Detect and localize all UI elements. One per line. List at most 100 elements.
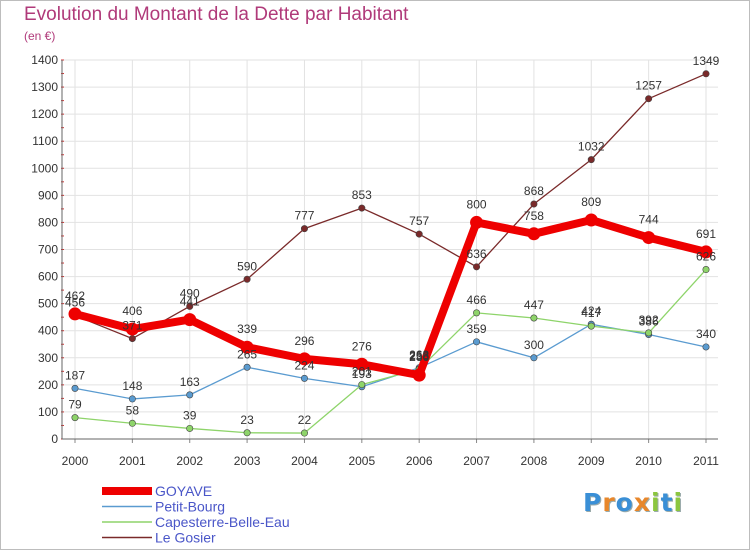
data-label-goyave: 339 (237, 322, 257, 336)
point-le-gosier (186, 302, 194, 310)
logo-letter: r (602, 488, 616, 517)
x-tick-label: 2007 (463, 454, 490, 468)
point-le-gosier (702, 70, 710, 78)
point-capesterre-belle-eau (473, 309, 481, 317)
point-capesterre-belle-eau (702, 266, 710, 274)
y-tick-label: 500 (38, 297, 58, 311)
point-capesterre-belle-eau (645, 329, 653, 337)
axes: 0 100 200 300 400 500 600 700 800 900 1000 1100 1200… (31, 53, 719, 468)
data-label-goyave: 462 (65, 289, 85, 303)
data-label-petit-bourg: 263 (409, 348, 429, 362)
data-label-petit-bourg: 386 (639, 315, 659, 329)
data-label-goyave: 691 (696, 227, 716, 241)
point-capesterre-belle-eau (243, 429, 251, 437)
data-label-capesterre-belle-eau: 58 (126, 403, 140, 417)
point-capesterre-belle-eau (71, 414, 79, 422)
data-label-goyave: 809 (581, 195, 601, 209)
logo-letter: o (615, 488, 634, 517)
point-capesterre-belle-eau (186, 424, 194, 432)
point-capesterre-belle-eau (300, 429, 308, 437)
point-le-gosier (415, 230, 423, 238)
data-label-capesterre-belle-eau: 258 (409, 349, 429, 363)
data-label-capesterre-belle-eau: 22 (298, 413, 312, 427)
y-tick-label: 1200 (31, 107, 58, 121)
point-le-gosier (587, 156, 595, 164)
logo-letter: i (651, 488, 661, 517)
y-tick-label: 100 (38, 405, 58, 419)
point-petit-bourg (128, 395, 136, 403)
data-label-le-gosier: 777 (294, 209, 314, 223)
point-capesterre-belle-eau (530, 314, 538, 322)
data-label-capesterre-belle-eau: 39 (183, 408, 197, 422)
data-label-capesterre-belle-eau: 392 (639, 313, 659, 327)
x-tick-label: 2005 (348, 454, 375, 468)
point-le-gosier (128, 335, 136, 343)
data-label-goyave: 441 (180, 295, 200, 309)
point-petit-bourg (71, 384, 79, 392)
point-petit-bourg (186, 391, 194, 399)
y-tick-label: 1400 (31, 53, 58, 67)
point-goyave (355, 357, 369, 371)
x-tick-label: 2003 (234, 454, 261, 468)
chart-title: Evolution du Montant de la Dette par Hab… (24, 4, 409, 25)
point-le-gosier (300, 225, 308, 233)
point-goyave (699, 245, 713, 259)
point-goyave (642, 231, 656, 245)
point-le-gosier (645, 95, 653, 103)
point-le-gosier (530, 200, 538, 208)
y-tick-label: 600 (38, 270, 58, 284)
point-goyave (470, 215, 484, 229)
data-label-le-gosier: 1032 (578, 140, 605, 154)
legend: GOYAVEPetit-BourgCapesterre-Belle-EauLe … (102, 483, 290, 546)
y-tick-label: 1300 (31, 80, 58, 94)
point-capesterre-belle-eau (358, 381, 366, 389)
data-label-petit-bourg: 424 (581, 304, 601, 318)
point-petit-bourg (702, 343, 710, 351)
data-label-le-gosier: 1257 (635, 79, 662, 93)
x-tick-label: 2009 (578, 454, 605, 468)
data-label-goyave: 800 (467, 197, 487, 211)
x-tick-label: 2011 (693, 454, 719, 468)
x-tick-label: 2004 (291, 454, 318, 468)
point-goyave (240, 340, 254, 354)
data-label-capesterre-belle-eau: 417 (581, 306, 601, 320)
data-label-le-gosier: 590 (237, 259, 257, 273)
series-line-petit-bourg (74, 323, 707, 400)
y-tick-label: 900 (38, 188, 58, 202)
point-goyave (183, 313, 197, 327)
data-label-petit-bourg: 163 (180, 375, 200, 389)
data-label-capesterre-belle-eau: 447 (524, 298, 544, 312)
x-tick-label: 2008 (521, 454, 548, 468)
data-label-petit-bourg: 359 (467, 322, 487, 336)
data-label-le-gosier: 636 (467, 247, 487, 261)
point-goyave (125, 322, 139, 336)
data-label-petit-bourg: 187 (65, 368, 85, 382)
x-tick-label: 2001 (119, 454, 146, 468)
data-label-capesterre-belle-eau: 626 (696, 250, 716, 264)
point-goyave (527, 227, 541, 241)
x-tick-label: 2010 (635, 454, 662, 468)
point-goyave (584, 213, 598, 227)
point-petit-bourg (473, 338, 481, 346)
data-label-capesterre-belle-eau: 466 (467, 293, 487, 307)
legend-label-petit-bourg: Petit-Bourg (155, 499, 225, 515)
data-label-le-gosier: 456 (65, 296, 85, 310)
data-label-le-gosier: 757 (409, 214, 429, 228)
data-label-le-gosier: 1349 (693, 54, 720, 68)
data-label-le-gosier: 868 (524, 184, 544, 198)
data-label-le-gosier: 490 (180, 286, 200, 300)
data-label-goyave: 406 (122, 304, 142, 318)
data-label-petit-bourg: 300 (524, 338, 544, 352)
data-label-petit-bourg: 224 (294, 358, 314, 372)
x-tick-label: 2006 (406, 454, 433, 468)
point-le-gosier (473, 263, 481, 271)
legend-label-goyave: GOYAVE (155, 483, 212, 499)
point-capesterre-belle-eau (587, 322, 595, 330)
data-label-goyave: 744 (639, 213, 659, 227)
point-goyave (68, 307, 82, 321)
data-label-le-gosier: 371 (122, 319, 142, 333)
legend-label-capesterre-belle-eau: Capesterre-Belle-Eau (155, 514, 290, 530)
legend-label-le-gosier: Le Gosier (155, 530, 216, 546)
